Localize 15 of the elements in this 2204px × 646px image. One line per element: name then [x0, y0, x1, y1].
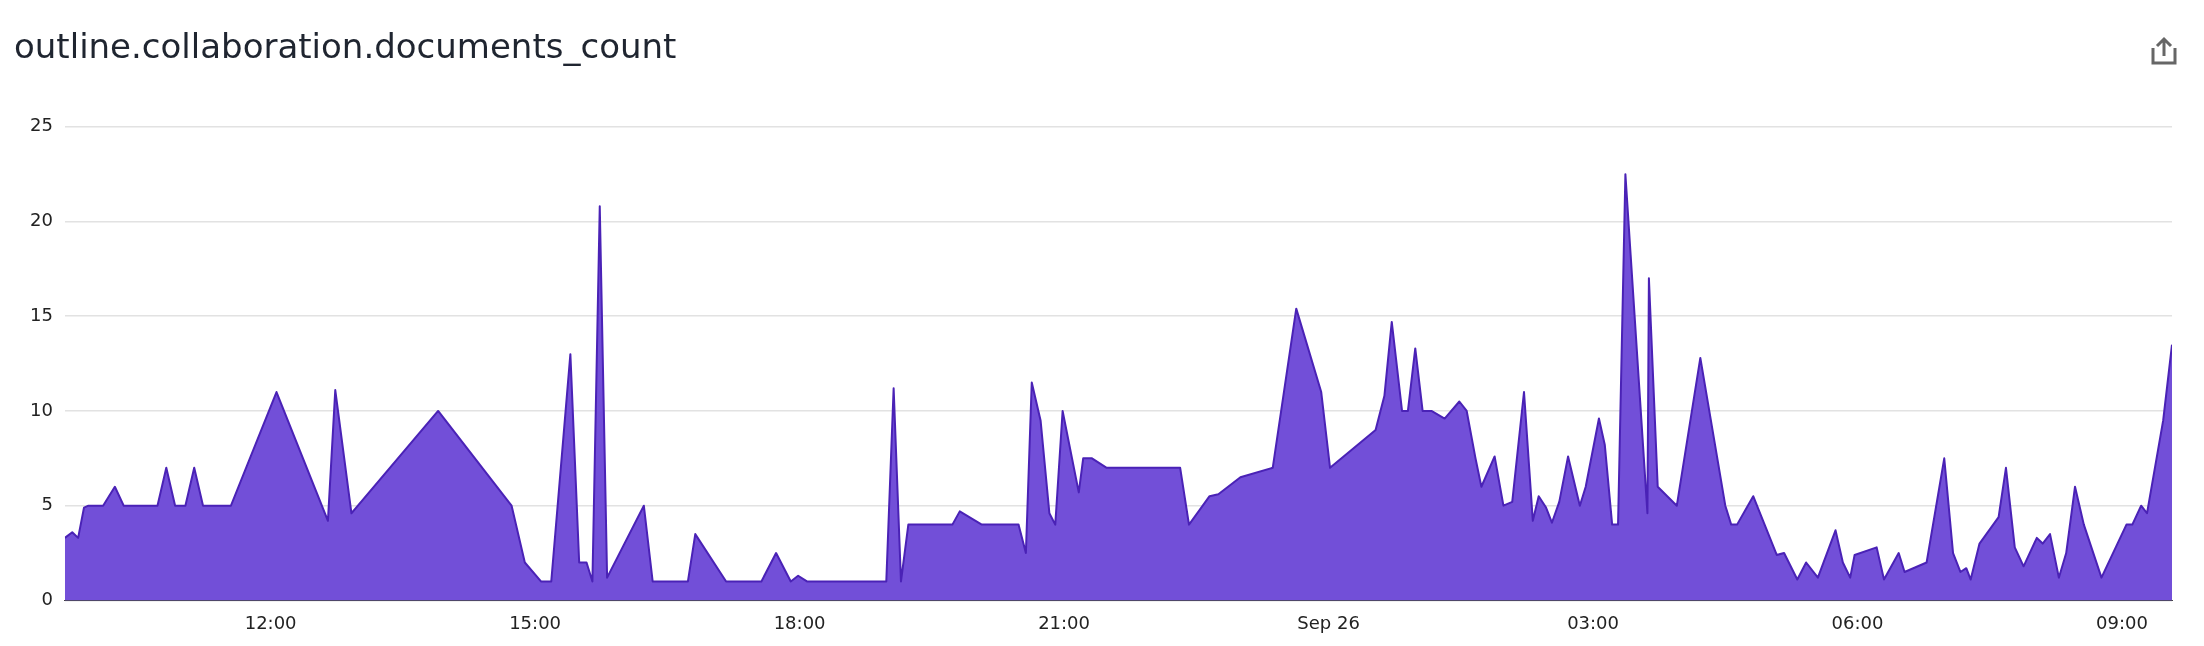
x-tick-label: 03:00: [1567, 611, 1619, 633]
x-tick-label: 09:00: [2096, 611, 2148, 633]
x-tick-label: Sep 26: [1297, 611, 1360, 633]
y-tick-label: 10: [30, 398, 53, 420]
x-tick-label: 06:00: [1831, 611, 1884, 633]
y-tick-label: 15: [30, 303, 53, 325]
chart-title: outline.collaboration.documents_count: [14, 26, 677, 66]
x-tick-label: 21:00: [1038, 611, 1091, 633]
y-tick-label: 25: [30, 114, 53, 136]
x-tick-label: 15:00: [509, 611, 562, 633]
y-tick-label: 0: [41, 588, 53, 610]
y-tick-label: 5: [41, 493, 53, 515]
x-tick-label: 18:00: [773, 611, 826, 633]
x-tick-label: 12:00: [244, 611, 297, 633]
y-tick-label: 20: [30, 209, 53, 231]
